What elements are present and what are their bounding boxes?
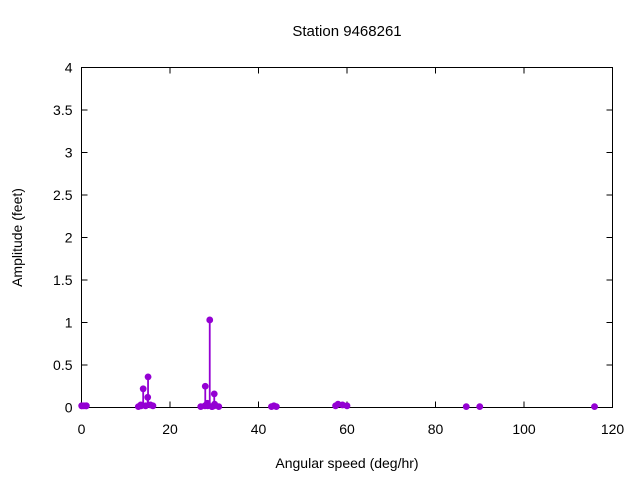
data-point <box>476 403 484 411</box>
y-tick-label: 2 <box>65 230 73 246</box>
data-point <box>82 402 90 410</box>
y-tick-label: 3.5 <box>53 102 73 118</box>
data-point <box>139 385 147 393</box>
x-axis-label: Angular speed (deg/hr) <box>275 455 418 471</box>
data-point <box>144 393 152 401</box>
y-tick-label: 0.5 <box>53 357 73 373</box>
plot-axes: 0 20 40 60 80 100 120 0 0.5 1 1.5 2 2.5 3 3.5 4 <box>53 60 624 438</box>
y-tick-label: 4 <box>65 60 73 76</box>
data-point <box>201 382 209 390</box>
y-tick-label: 1.5 <box>53 272 73 288</box>
x-tick-label: 120 <box>601 421 625 437</box>
data-point <box>210 390 218 398</box>
y-tick-label: 2.5 <box>53 187 73 203</box>
x-tick-label: 40 <box>251 421 267 437</box>
x-tick-label: 20 <box>162 421 178 437</box>
data-point <box>206 316 214 324</box>
x-tick-label: 80 <box>428 421 444 437</box>
y-tick-label: 0 <box>65 400 73 416</box>
y-tick-label: 1 <box>65 315 73 331</box>
data-point <box>591 403 598 411</box>
data-point <box>215 403 223 411</box>
x-tick-label: 0 <box>78 421 86 437</box>
data-point <box>272 403 280 411</box>
data-series-impulse-points <box>78 316 598 411</box>
chart-title: Station 9468261 <box>292 23 401 40</box>
data-point <box>462 403 470 411</box>
y-tick-label: 3 <box>65 145 73 161</box>
data-point <box>144 373 152 381</box>
data-point <box>343 402 351 410</box>
x-tick-label: 100 <box>512 421 536 437</box>
data-point <box>149 402 157 410</box>
plot-border <box>81 67 613 408</box>
y-axis-label: Amplitude (feet) <box>9 188 25 287</box>
x-tick-label: 60 <box>339 421 355 437</box>
